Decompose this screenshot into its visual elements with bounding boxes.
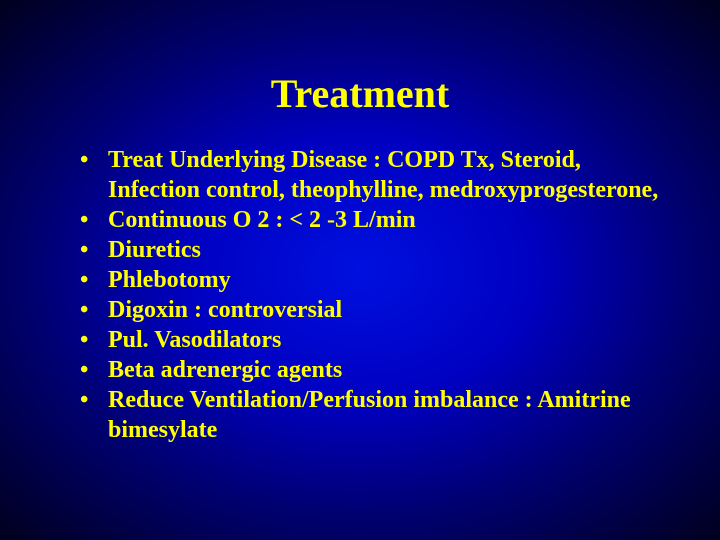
list-item: Treat Underlying Disease : COPD Tx, Ster… — [80, 145, 670, 205]
list-item: Digoxin : controversial — [80, 295, 670, 325]
list-item: Reduce Ventilation/Perfusion imbalance :… — [80, 385, 670, 445]
list-item: Pul. Vasodilators — [80, 325, 670, 355]
list-item: Phlebotomy — [80, 265, 670, 295]
slide-title: Treatment — [50, 70, 670, 117]
slide: Treatment Treat Underlying Disease : COP… — [0, 0, 720, 540]
list-item: Diuretics — [80, 235, 670, 265]
list-item: Continuous O 2 : < 2 -3 L/min — [80, 205, 670, 235]
bullet-list: Treat Underlying Disease : COPD Tx, Ster… — [50, 145, 670, 445]
list-item: Beta adrenergic agents — [80, 355, 670, 385]
